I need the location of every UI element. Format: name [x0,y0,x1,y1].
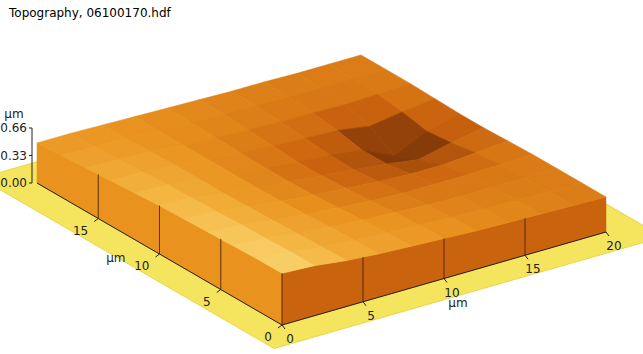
svg-text:10: 10 [444,285,460,300]
svg-text:10: 10 [134,259,149,273]
svg-text:0.66: 0.66 [0,121,27,135]
svg-text:µm: µm [4,107,23,121]
svg-text:15: 15 [73,224,88,238]
svg-text:0: 0 [286,332,294,346]
svg-text:Topography, 06100170.hdf: Topography, 06100170.hdf [8,6,172,20]
svg-text:0.00: 0.00 [0,176,27,190]
svg-text:20: 20 [606,239,621,253]
svg-text:0.33: 0.33 [0,149,27,163]
svg-text:0: 0 [264,330,272,344]
svg-text:µm: µm [448,296,467,310]
svg-text:15: 15 [525,262,540,276]
svg-text:µm: µm [106,251,125,265]
svg-text:5: 5 [367,309,375,323]
svg-text:5: 5 [203,295,211,309]
